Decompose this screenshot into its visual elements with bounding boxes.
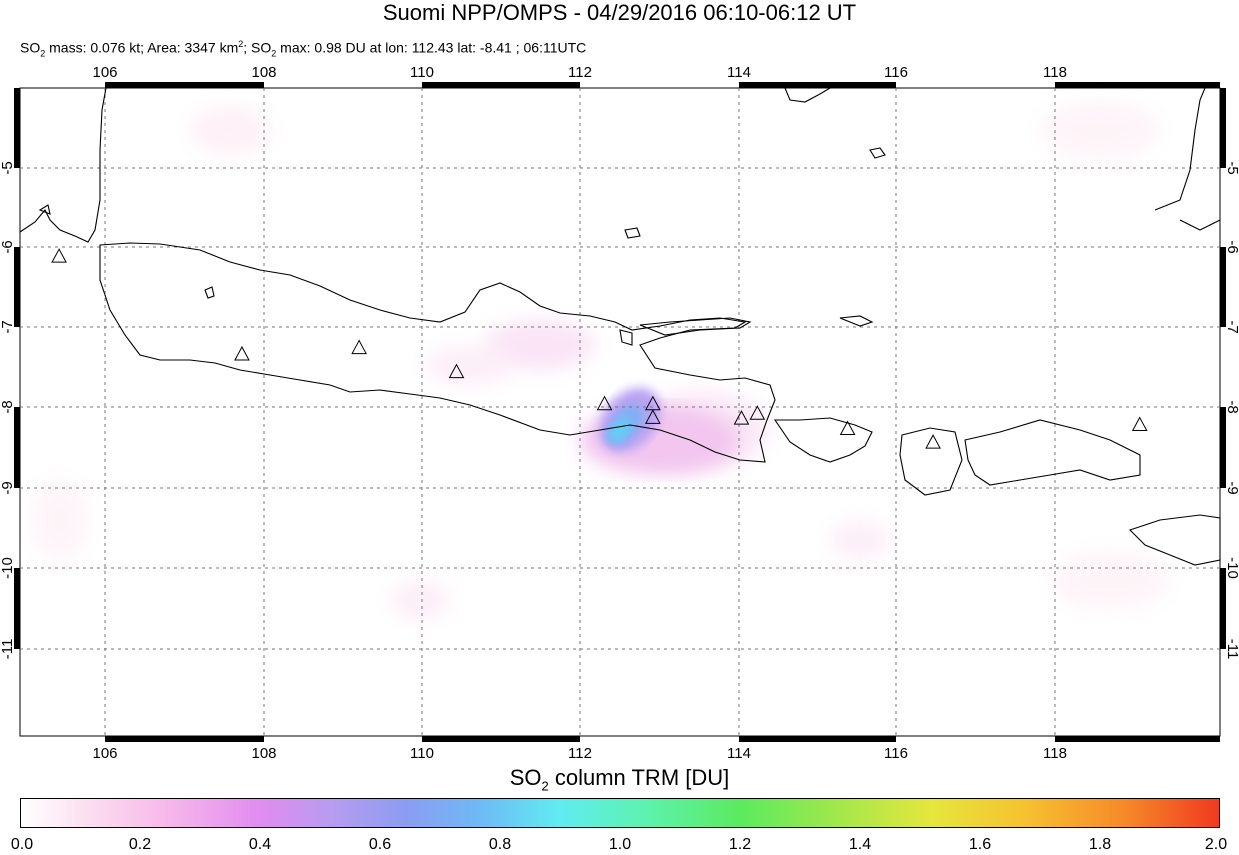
colorbar-title: SO2 column TRM [DU] [0, 765, 1239, 799]
coastline-islet-2 [204, 286, 215, 299]
lat-label-left-9: -9 [0, 481, 16, 494]
colorbar-tick-5: 1.0 [608, 836, 632, 853]
map-subtitle: SO2 mass: 0.076 kt; Area: 3347 km2; SO2 … [20, 35, 586, 62]
triangle-icon [644, 409, 661, 424]
lon-labels-top: 106 108 110 112 114 116 118 [92, 64, 1066, 81]
triangle-icon [596, 395, 613, 411]
coastline-islet-5 [38, 204, 51, 215]
lat-label-right-5: -5 [1224, 161, 1239, 174]
colorbar-tick-9: 1.8 [1088, 836, 1112, 853]
so2-map: 106 108 110 112 114 116 118 106 108 110 … [0, 64, 1239, 760]
colorbar-tick-4: 0.8 [488, 836, 512, 853]
coastline-sumatra [19, 87, 107, 243]
lat-label-right-8: -8 [1224, 400, 1239, 413]
lat-label-left-10: -10 [0, 557, 16, 579]
coastline-borneo [784, 87, 831, 103]
lat-label-left-6: -6 [0, 240, 16, 253]
coastline-sumba [1128, 514, 1221, 566]
map-title: Suomi NPP/OMPS - 04/29/2016 06:10-06:12 … [382, 0, 857, 25]
colorbar-tick-3: 0.6 [368, 836, 392, 853]
lon-label-bottom-118: 118 [1043, 745, 1067, 760]
lat-label-left-7: -7 [0, 320, 16, 333]
lon-label-bottom-116: 116 [884, 745, 908, 760]
lon-label-top-110: 110 [410, 64, 434, 81]
triangle-icon [448, 363, 465, 379]
so2-plume [580, 387, 740, 475]
coastline-islet-3 [839, 315, 874, 327]
lat-label-right-7: -7 [1224, 320, 1239, 333]
lat-label-right-6: -6 [1224, 240, 1239, 253]
lat-label-right-11: -11 [1224, 639, 1239, 660]
subtitle-mass-sub: 2 [40, 48, 46, 59]
subtitle-mass-prefix: SO [20, 39, 41, 56]
lon-label-top-106: 106 [92, 64, 117, 81]
colorbar-tick-10: 2.0 [1204, 836, 1228, 853]
subtitle-max-sub: 2 [271, 48, 277, 59]
coastline-islet-4 [869, 147, 886, 159]
colorbar-tick-6: 1.2 [728, 836, 752, 853]
triangle-icon [351, 339, 367, 355]
colorbar-tick-2: 0.4 [248, 836, 272, 853]
map-grid [20, 88, 1220, 736]
coastline-bali [773, 417, 873, 463]
lat-labels-right: -5 -6 -7 -8 -9 -10 -11 [1224, 161, 1239, 659]
coastline-islet-1 [624, 227, 641, 239]
coastline-lombok [899, 427, 963, 496]
lon-label-bottom-114: 114 [727, 745, 751, 760]
coastline-java [99, 242, 776, 463]
lon-label-top-116: 116 [884, 64, 908, 81]
lat-label-left-8: -8 [0, 400, 16, 413]
lon-label-top-108: 108 [251, 64, 276, 81]
lat-label-left-11: -11 [0, 639, 16, 660]
lon-label-bottom-106: 106 [92, 745, 117, 760]
subtitle-max-prefix: ; SO [243, 39, 272, 56]
volcano-layer [51, 248, 1148, 449]
lon-label-top-118: 118 [1043, 64, 1067, 81]
triangle-icon [749, 405, 766, 420]
triangle-icon [839, 420, 856, 436]
colorbar [20, 798, 1220, 828]
lat-labels-left: -5 -6 -7 -8 -9 -10 -11 [0, 161, 16, 659]
colorbar-tick-8: 1.6 [968, 836, 992, 853]
lon-label-bottom-110: 110 [410, 745, 434, 760]
background-haze [30, 100, 1170, 620]
triangle-icon [234, 345, 250, 361]
triangle-icon [733, 410, 750, 425]
lat-label-right-10: -10 [1224, 557, 1239, 579]
lon-label-top-114: 114 [727, 64, 751, 81]
lon-label-bottom-112: 112 [568, 745, 592, 760]
triangle-icon [1131, 416, 1148, 432]
subtitle-max-text: max: 0.98 DU at lon: 112.43 lat: -8.41 ;… [276, 39, 587, 56]
map-border-bars [14, 82, 1226, 742]
coastlines [19, 87, 1221, 566]
colorbar-tick-1: 0.2 [128, 836, 152, 853]
colorbar-tick-7: 1.4 [848, 836, 872, 853]
colorbar-title-prefix: SO [509, 765, 542, 790]
colorbar-title-sub: 2 [541, 778, 549, 794]
coastline-islet-6 [619, 329, 633, 346]
colorbar-tick-0: 0.0 [10, 836, 34, 853]
triangle-icon [51, 248, 67, 263]
lat-label-right-9: -9 [1224, 481, 1239, 494]
lon-label-top-112: 112 [568, 64, 592, 81]
coastline-sulawesi [1154, 87, 1221, 231]
triangle-icon [925, 434, 941, 449]
subtitle-area-sup: 2 [238, 39, 244, 49]
coastline-madura [639, 317, 752, 336]
lon-label-bottom-108: 108 [251, 745, 276, 760]
subtitle-mass-text: mass: 0.076 kt; Area: 3347 km [45, 39, 239, 56]
lat-label-left-5: -5 [0, 161, 16, 174]
colorbar-title-text: column TRM [DU] [548, 765, 730, 790]
lon-labels-bottom: 106 108 110 112 114 116 118 [92, 745, 1066, 760]
coastline-sumbawa [964, 419, 1141, 486]
